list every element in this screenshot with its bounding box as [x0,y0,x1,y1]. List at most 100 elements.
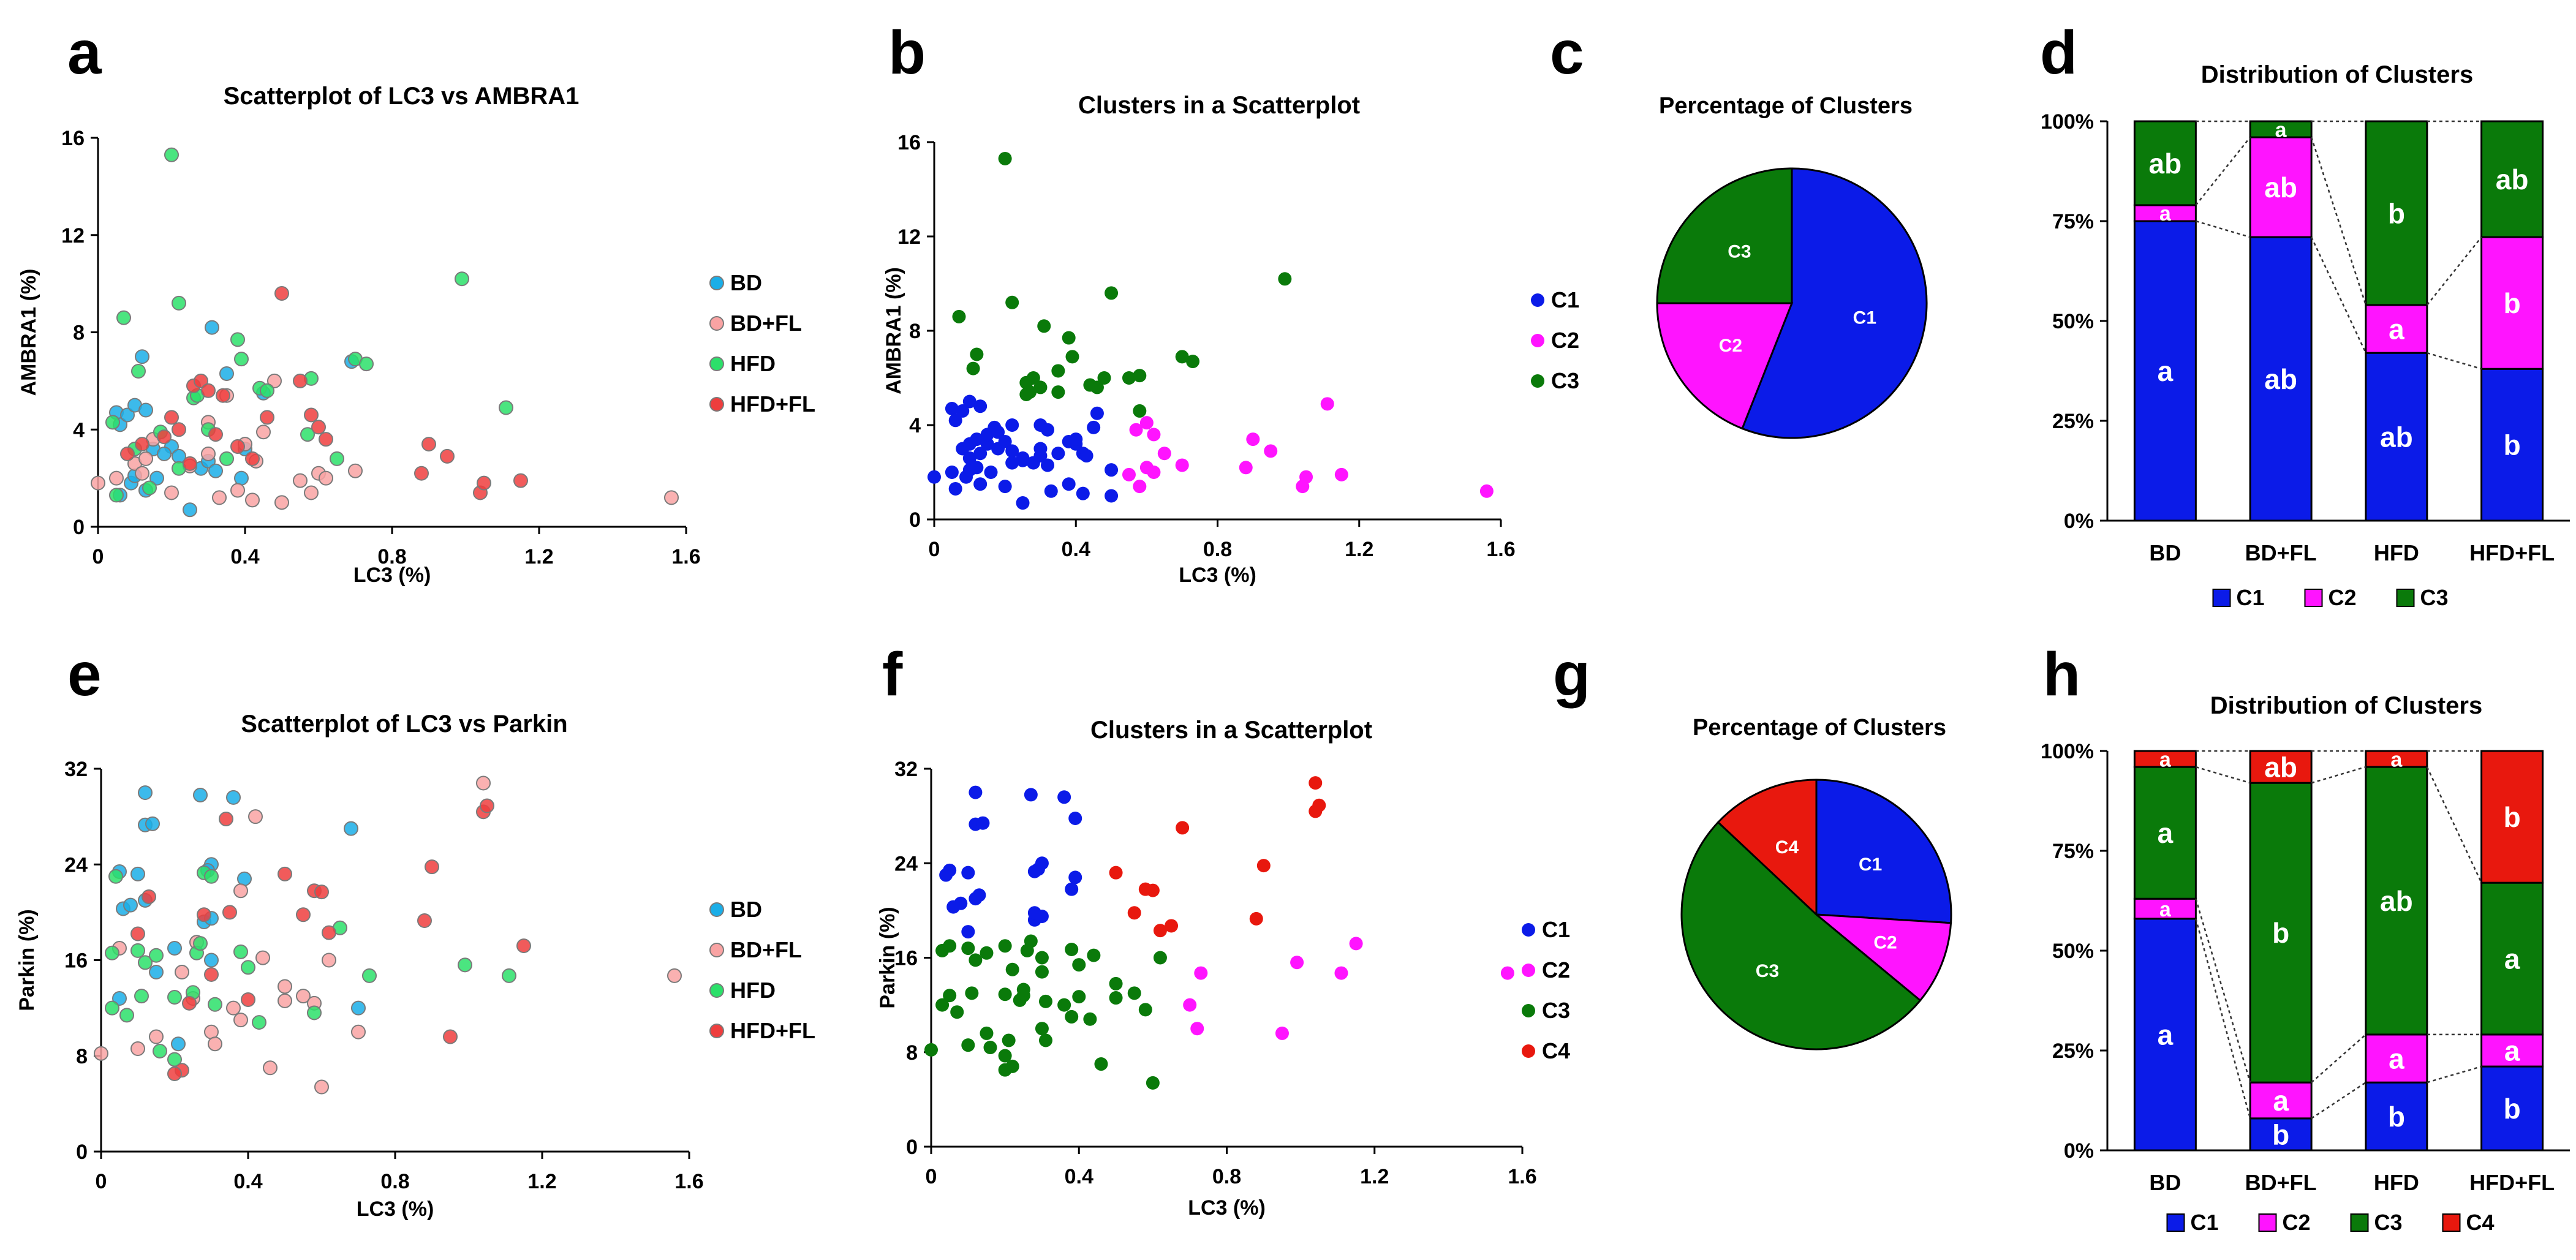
data-point-hfd [330,451,344,466]
data-point-bd-fl [230,483,245,498]
x-tick-label: 1.6 [674,1170,703,1193]
y-tick-label: 12 [897,225,921,249]
data-point-hfd [172,295,186,311]
y-tick-label: 8 [73,322,85,345]
pie-slice-c4 [1717,779,1818,917]
y-tick-label: 0 [73,516,85,539]
y-tick-label: 0 [76,1141,88,1164]
bar-segment-label: ab [2149,148,2182,179]
data-point-c1 [973,447,988,461]
x-tick-label: BD+FL [2245,540,2317,565]
data-point-hfd-fl [157,429,172,445]
y-tick-label: 25% [2052,1039,2094,1063]
data-point-c1 [945,402,959,416]
data-point-c3 [998,151,1012,165]
data-point-hfd [233,944,248,959]
x-tick-label: HFD+FL [2469,540,2555,565]
data-point-c2 [1299,470,1313,484]
panel-label-h: h [2043,640,2080,709]
legend-label: C3 [2420,585,2449,610]
y-tick-label: 4 [73,418,85,442]
pie-slice-label: C4 [1775,837,1799,858]
data-point-hfd [230,332,245,347]
data-point-bd-fl [212,490,227,505]
data-point-c4 [1309,776,1323,790]
data-point-bd [226,790,241,805]
bar-segment-label: b [2388,1101,2405,1133]
data-point-bd-fl [314,1079,329,1095]
bar-segment-label: ab [2380,885,2413,917]
data-point-c1 [1068,870,1082,885]
y-tick-label: 16 [64,949,88,973]
data-point-c1 [961,866,975,880]
data-point-hfd-fl [172,422,186,437]
data-point-bd-fl [109,470,124,486]
data-point-c1 [980,437,994,451]
x-tick-label: 0 [926,1165,937,1188]
data-point-c1 [1041,458,1054,472]
data-point-c2 [1479,484,1494,498]
x-tick-label: 0 [96,1170,107,1193]
data-point-bd-fl [233,1013,248,1028]
data-point-c3 [1035,965,1049,979]
chart-b: Clusters in a Scatterplot 0 0.4 0.8 1.2 1.6 0 4… [882,92,1579,587]
data-point-hfd [204,869,219,884]
y-tick-label: 100% [2041,740,2094,763]
bar-segment-c1 [2249,1117,2313,1152]
data-point-c1 [998,480,1012,494]
data-point-c3 [1090,380,1104,394]
data-point-c3 [1016,989,1030,1003]
data-point-c3 [961,1038,975,1052]
data-point-c4 [1249,911,1263,926]
x-axis-label: LC3 (%) [357,1198,434,1221]
bar-segment-label: b [2504,287,2521,319]
y-tick-label: 0 [909,508,921,532]
legend-label: HFD+FL [730,1018,815,1043]
bar-segment-c1 [2249,236,2313,522]
x-tick-label: BD [2149,540,2181,565]
data-point-c2 [1129,423,1143,437]
data-point-hfd [138,955,153,970]
pie-slice-label: C2 [1873,933,1897,953]
data-point-bd-fl [94,1046,108,1061]
data-point-c1 [1016,453,1030,467]
data-point-c3 [935,998,950,1012]
chart-c: Percentage of Clusters C1 C2 C3 [1656,93,1928,439]
bar-segment-label: a [2273,1085,2289,1117]
legend-label: HFD [730,351,776,376]
data-point-c2 [1190,1022,1204,1036]
chart-title: Percentage of Clusters [1659,93,1913,119]
data-point-hfd-fl [414,466,429,481]
data-point-c1 [1005,456,1019,470]
data-point-c1 [962,437,976,451]
legend-marker [709,276,724,290]
data-point-c2 [1239,461,1253,475]
data-point-c1 [984,466,998,479]
data-point-bd [138,402,153,418]
data-point-c3 [1057,998,1071,1012]
x-tick-label: 1.2 [1345,538,1373,561]
panel-label-e: e [67,640,102,709]
data-point-bd [138,785,153,801]
data-point-hfd-fl [421,437,436,452]
data-point-c3 [1122,371,1136,385]
data-point-hfd-fl [120,446,135,461]
data-point-bd-fl [476,775,491,791]
data-point-c1 [961,925,975,939]
data-point-c3 [1105,286,1119,300]
pie-slice-label: C2 [1719,336,1742,356]
connector-line [2426,236,2482,306]
data-point-bd-fl [255,950,270,965]
data-point-bd [205,320,219,335]
chart-title: Distribution of Clusters [2210,692,2482,719]
data-point-bd-fl [319,470,333,486]
legend-label: HFD+FL [730,391,815,417]
x-tick-label: 0 [93,545,104,568]
x-tick-label: 0.8 [1212,1165,1241,1188]
connector-line [2310,137,2367,306]
data-point-hfd-fl [204,967,219,982]
data-point-hfd [116,310,131,325]
x-tick-label: 0.8 [377,545,406,568]
data-point-c3 [1153,951,1167,965]
